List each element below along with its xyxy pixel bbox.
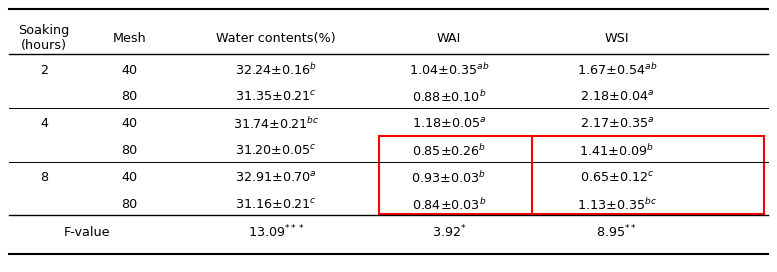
Text: 31.20±0.05$^{c}$: 31.20±0.05$^{c}$ [235,144,317,158]
Text: 31.16±0.21$^{c}$: 31.16±0.21$^{c}$ [235,198,317,212]
Text: 2: 2 [40,64,48,76]
Text: Mesh: Mesh [112,32,146,45]
Text: 40: 40 [121,64,138,76]
Text: 32.24±0.16$^{b}$: 32.24±0.16$^{b}$ [235,62,317,78]
Text: 2.18±0.04$^{a}$: 2.18±0.04$^{a}$ [580,90,654,104]
Text: 8: 8 [40,171,48,184]
Text: 80: 80 [121,198,138,211]
Text: 31.35±0.21$^{c}$: 31.35±0.21$^{c}$ [235,90,317,104]
Text: 32.91±0.70$^{a}$: 32.91±0.70$^{a}$ [235,171,317,185]
Text: 2.17±0.35$^{a}$: 2.17±0.35$^{a}$ [580,117,654,131]
Text: Water contents(%): Water contents(%) [217,32,336,45]
Text: 31.74±0.21$^{bc}$: 31.74±0.21$^{bc}$ [233,116,319,132]
Text: 3.92$^{*}$: 3.92$^{*}$ [432,224,466,240]
Text: 80: 80 [121,144,138,157]
Text: 8.95$^{**}$: 8.95$^{**}$ [597,224,637,240]
Text: WAI: WAI [437,32,461,45]
Text: 0.84±0.03$^{b}$: 0.84±0.03$^{b}$ [412,197,486,213]
Text: 0.88±0.10$^{b}$: 0.88±0.10$^{b}$ [412,89,486,105]
Text: F-value: F-value [63,226,110,239]
Text: 0.85±0.26$^{b}$: 0.85±0.26$^{b}$ [412,143,486,159]
Text: 0.93±0.03$^{b}$: 0.93±0.03$^{b}$ [412,170,486,186]
Text: 1.13±0.35$^{bc}$: 1.13±0.35$^{bc}$ [577,197,657,213]
Text: 40: 40 [121,171,138,184]
Text: 13.09$^{***}$: 13.09$^{***}$ [248,224,305,240]
Text: 40: 40 [121,118,138,130]
Text: 1.41±0.09$^{b}$: 1.41±0.09$^{b}$ [580,143,654,159]
Text: 0.65±0.12$^{c}$: 0.65±0.12$^{c}$ [580,171,654,185]
Bar [379,136,764,214]
Text: 1.04±0.35$^{ab}$: 1.04±0.35$^{ab}$ [409,62,489,78]
Text: Soaking
(hours): Soaking (hours) [19,24,70,52]
Text: WSI: WSI [605,32,629,45]
Text: 4: 4 [40,118,48,130]
Text: 1.67±0.54$^{ab}$: 1.67±0.54$^{ab}$ [577,62,657,78]
Text: 80: 80 [121,91,138,103]
Text: 1.18±0.05$^{a}$: 1.18±0.05$^{a}$ [412,117,486,131]
